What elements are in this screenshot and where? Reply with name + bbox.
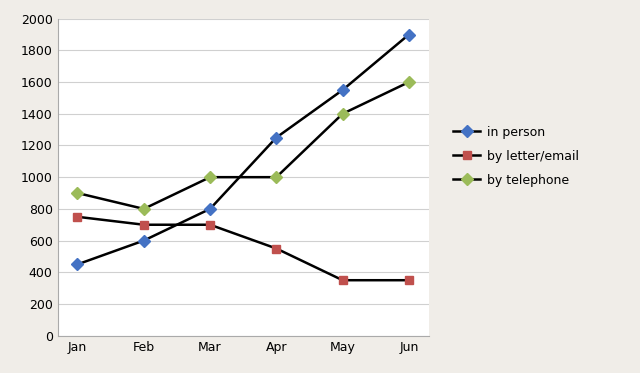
Legend: in person, by letter/email, by telephone: in person, by letter/email, by telephone (448, 121, 584, 192)
Line: by letter/email: by letter/email (74, 213, 413, 284)
Line: in person: in person (74, 30, 413, 269)
by letter/email (74, 214, 81, 219)
in person (206, 207, 214, 211)
by telephone (74, 191, 81, 195)
Line: by telephone: by telephone (74, 78, 413, 213)
in person (405, 32, 413, 37)
by letter/email (405, 278, 413, 282)
by telephone (140, 207, 148, 211)
by telephone (206, 175, 214, 179)
by letter/email (206, 222, 214, 227)
by letter/email (140, 222, 148, 227)
by telephone (339, 112, 346, 116)
in person (339, 88, 346, 92)
in person (273, 135, 280, 140)
by letter/email (339, 278, 346, 282)
in person (140, 238, 148, 243)
by telephone (405, 80, 413, 84)
by letter/email (273, 246, 280, 251)
by telephone (273, 175, 280, 179)
in person (74, 262, 81, 267)
